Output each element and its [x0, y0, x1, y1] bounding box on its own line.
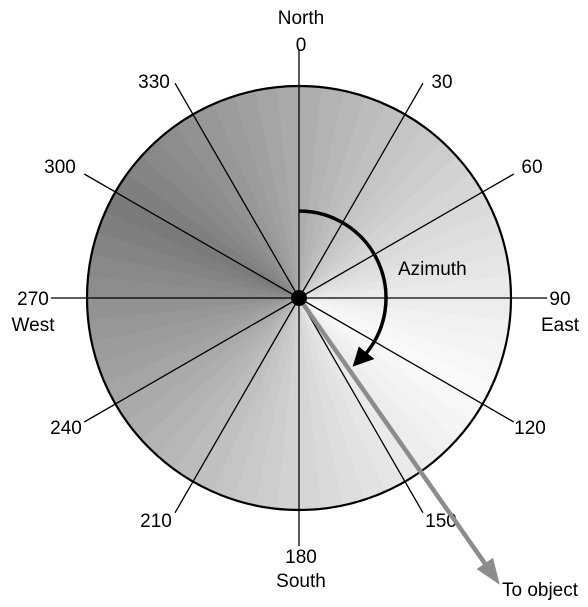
dial-wedge	[126, 298, 300, 440]
dial-wedge	[173, 298, 299, 482]
dial-wedge	[114, 298, 299, 423]
object-arrowhead	[476, 557, 500, 585]
degree-label-60: 60	[521, 157, 542, 178]
dial-wedge	[115, 172, 300, 298]
dial-wedge	[299, 298, 386, 501]
degree-spokes	[51, 50, 547, 546]
dial-wedge	[140, 298, 299, 456]
dial-wedge	[91, 231, 299, 298]
dial-wedge	[299, 114, 425, 299]
azimuth-arrowhead	[352, 346, 375, 367]
dial-wedge	[191, 298, 299, 492]
degree-labels: 0 30 60 90 120 150 180 210 240 270 300 330	[17, 35, 570, 568]
dial-wedge	[157, 125, 299, 299]
degree-label-240: 240	[50, 418, 82, 439]
dial-wedge	[193, 103, 299, 298]
degree-label-30: 30	[431, 72, 452, 93]
dial-wedge	[174, 113, 299, 298]
object-direction-line	[297, 296, 492, 572]
dial-wedge	[299, 298, 501, 386]
dial-wedge	[299, 126, 442, 299]
dial-wedge	[276, 86, 301, 298]
south-label: South	[276, 571, 326, 592]
dial-wedge	[232, 298, 299, 506]
dial-wedge	[97, 210, 299, 298]
dial-wedge	[96, 298, 299, 385]
dial-wedge	[299, 298, 441, 471]
dial-wedge	[299, 275, 511, 300]
degree-label-90: 90	[549, 289, 570, 310]
degree-label-120: 120	[514, 418, 546, 439]
azimuth-label: Azimuth	[398, 259, 467, 280]
dial-wedge	[212, 95, 299, 298]
dial-wedge	[299, 253, 510, 298]
dial-wedge	[141, 139, 299, 298]
dial-wedge	[299, 140, 458, 298]
dial-wedge	[104, 298, 299, 404]
west-label: West	[12, 315, 56, 336]
object-label: To object	[502, 580, 579, 601]
dial-wedge	[299, 192, 494, 298]
dial-wedge	[297, 298, 322, 510]
dial-wedge	[299, 96, 387, 298]
dial-wedge	[299, 90, 366, 298]
degree-label-270: 270	[17, 289, 49, 310]
dial-wedge	[299, 173, 484, 298]
degree-label-210: 210	[140, 511, 172, 532]
dial-wedge	[299, 156, 472, 298]
dial-wedge	[299, 298, 493, 406]
north-label: North	[278, 8, 324, 29]
dial-wedge	[299, 298, 365, 506]
azimuth-arc	[298, 209, 388, 357]
dial-wedge	[211, 298, 299, 500]
dial-wedge	[299, 211, 502, 298]
spoke-120	[298, 297, 515, 423]
dial-wedge	[299, 298, 405, 493]
dial-wedge	[299, 298, 457, 457]
spoke-150	[298, 297, 424, 514]
spoke-210	[174, 297, 300, 514]
dial-wedge	[87, 296, 299, 321]
spoke-330	[174, 82, 300, 299]
dial-wedge	[299, 298, 344, 509]
spoke-300	[83, 173, 300, 299]
degree-label-0: 0	[296, 35, 307, 56]
east-label: East	[541, 315, 580, 336]
dial-wedge	[299, 232, 507, 298]
dial-wedge	[299, 298, 471, 441]
dial-wedge	[91, 298, 299, 364]
spoke-240	[83, 297, 300, 423]
dial-wedge	[156, 298, 299, 470]
dial-wedge	[127, 155, 300, 298]
degree-label-150: 150	[425, 511, 457, 532]
spoke-60	[298, 173, 515, 299]
dial-wedge	[299, 104, 407, 298]
dial-wedge	[233, 90, 299, 298]
spoke-30	[298, 82, 424, 299]
dial-wedge	[299, 298, 483, 424]
dial-wedge	[88, 298, 299, 343]
dial-wedge	[299, 298, 507, 365]
observer-dot	[291, 290, 307, 306]
dial-wedge	[105, 190, 299, 298]
dial-wedge	[254, 87, 299, 298]
degree-label-300: 300	[44, 157, 76, 178]
shaded-dial	[87, 86, 511, 511]
degree-label-330: 330	[138, 72, 170, 93]
degree-label-180: 180	[285, 547, 317, 568]
